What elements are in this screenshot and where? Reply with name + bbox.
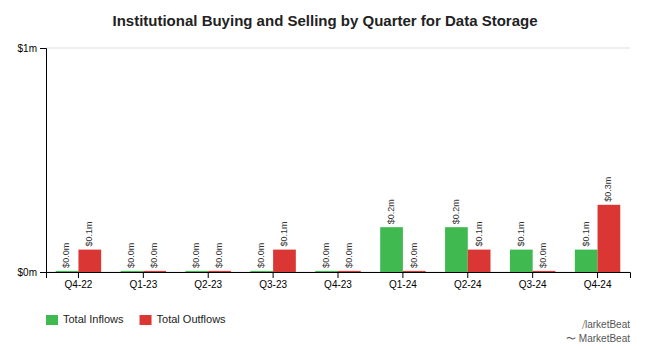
x-tick-mark [143, 272, 144, 278]
legend-entry: Total Inflows [46, 313, 124, 325]
plot: $0m $1m Q4-22 Q1-23 Q2-23 Q3-23 Q4-23 Q1-24 Q2-2… [18, 43, 631, 290]
data-label: $0.1m [516, 222, 526, 247]
x-tick-label: Q4-22 [65, 279, 93, 290]
x-tick: Q2-23 [194, 272, 222, 290]
x-tick-label: Q2-23 [194, 279, 222, 290]
data-label: $0.1m [84, 222, 94, 247]
legend-label: Total Outflows [157, 313, 227, 325]
data-label: $0.2m [451, 199, 461, 224]
bar [315, 271, 338, 272]
data-label: $0.3m [603, 177, 613, 202]
x-tick-label: Q3-23 [259, 279, 287, 290]
x-tick: Q4-22 [65, 272, 93, 290]
x-tick-label: Q2-24 [454, 279, 482, 290]
bar [533, 271, 556, 272]
title: Institutional Buying and Selling by Quar… [112, 12, 537, 29]
bar [250, 271, 273, 272]
bar [121, 271, 144, 272]
y-tick: $1m [18, 43, 46, 54]
x-tick-label: Q4-23 [324, 279, 352, 290]
x-tick-mark [338, 272, 339, 278]
annotations: ⁠⧸larketBeat 〜 MarketBeat [566, 319, 630, 344]
x-tick-label: Q4-24 [584, 279, 612, 290]
bar [445, 227, 468, 272]
y-tick-mark [40, 48, 46, 49]
legend-swatch [46, 315, 58, 325]
y-tick-label: $1m [18, 43, 37, 54]
data-label: $0.1m [581, 222, 591, 247]
legend-swatch [140, 315, 152, 325]
data-label: $0.0m [538, 243, 548, 268]
data-label: $0.0m [409, 243, 419, 268]
bar [338, 271, 361, 272]
x-axis-line [47, 273, 631, 279]
bar [468, 250, 491, 272]
data-label: $0.0m [214, 243, 224, 268]
y-axis: $0m $1m [18, 43, 47, 278]
x-tick: Q1-23 [129, 272, 157, 290]
grid-line [46, 48, 630, 49]
x-tick: Q3-23 [259, 272, 287, 290]
x-tick: Q3-24 [519, 272, 547, 290]
bar [56, 271, 79, 272]
x-tick-mark [467, 272, 468, 278]
x-axis: Q4-22 Q1-23 Q2-23 Q3-23 Q4-23 Q1-24 Q2-24 Q3-24… [47, 272, 631, 290]
x-tick-mark [78, 272, 79, 278]
data-label: $0.0m [126, 243, 136, 268]
data-label: $0.0m [344, 243, 354, 268]
bar [78, 250, 101, 272]
y-tick-label: $0m [18, 267, 37, 278]
data-label: $0.0m [191, 243, 201, 268]
x-tick: Q4-24 [584, 272, 612, 290]
x-tick-label: Q1-24 [389, 279, 417, 290]
grid [46, 48, 630, 272]
bar [380, 227, 403, 272]
data-labels: $0.0m $0.0m $0.0m $0.0m $0.0m $0.2m $0.2m $0.1m… [61, 177, 613, 268]
bars [56, 205, 621, 272]
x-tick-mark [402, 272, 403, 278]
y-tick: $0m [18, 267, 46, 278]
x-tick-mark [208, 272, 209, 278]
data-label: $0.0m [149, 243, 159, 268]
x-tick: Q4-23 [324, 272, 352, 290]
legend-label: Total Inflows [63, 313, 124, 325]
data-label: $0.2m [386, 199, 396, 224]
data-label: $0.0m [256, 243, 266, 268]
x-tick: Q2-24 [454, 272, 482, 290]
x-tick: Q1-24 [389, 272, 417, 290]
annotation: 〜 MarketBeat [566, 333, 630, 344]
bar [403, 271, 426, 272]
bar-series [78, 205, 620, 272]
legend: Total Inflows Total Outflows [46, 313, 226, 325]
y-tick-mark [40, 272, 46, 273]
bar [273, 250, 296, 272]
x-tick-mark [597, 272, 598, 278]
chart: Institutional Buying and Selling by Quar… [0, 0, 650, 350]
x-tick-label: Q3-24 [519, 279, 547, 290]
annotation: ⁠⧸larketBeat [582, 319, 630, 330]
bar [575, 250, 598, 272]
data-label: $0.0m [61, 243, 71, 268]
data-label: $0.1m [279, 222, 289, 247]
x-tick-mark [273, 272, 274, 278]
data-label: $0.1m [474, 222, 484, 247]
bar [598, 205, 621, 272]
data-label: $0.0m [321, 243, 331, 268]
bar [208, 271, 231, 272]
bar [143, 271, 166, 272]
bar [510, 250, 533, 272]
x-tick-label: Q1-23 [129, 279, 157, 290]
legend-entry: Total Outflows [140, 313, 227, 325]
x-tick-mark [532, 272, 533, 278]
y-axis-line [40, 49, 47, 273]
bar [186, 271, 209, 272]
